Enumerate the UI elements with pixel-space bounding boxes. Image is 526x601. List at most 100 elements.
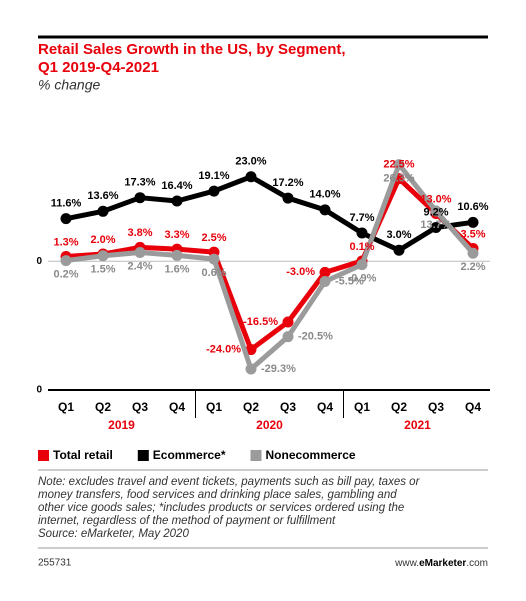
- chart-title: Retail Sales Growth in the US, by Segmen…: [38, 41, 346, 58]
- data-label: 22.5%: [383, 158, 414, 170]
- data-label: 11.6%: [51, 198, 82, 210]
- data-label: 17.2%: [272, 177, 303, 189]
- legend-swatch: [250, 450, 262, 461]
- x-tick-label: Q1: [354, 400, 370, 414]
- point: [319, 266, 331, 278]
- data-label: 23.0%: [235, 156, 266, 168]
- x-tick-label: Q2: [95, 400, 111, 414]
- x-tick-label: Q3: [132, 400, 148, 414]
- chart-subtitle: % change: [38, 77, 100, 93]
- data-label: 3.5%: [460, 228, 485, 240]
- data-label: 19.1%: [198, 170, 229, 182]
- legend-swatch: [38, 450, 49, 461]
- x-tick-label: Q3: [428, 400, 444, 414]
- data-label: -29.3%: [261, 363, 296, 375]
- point: [245, 344, 257, 356]
- data-label: 17.3%: [124, 177, 155, 189]
- point: [171, 195, 183, 207]
- data-label: 13.0%: [420, 193, 451, 205]
- data-label: -24.0%: [206, 343, 241, 355]
- series-line: [65, 176, 475, 353]
- point: [97, 250, 109, 262]
- data-label: 1.5%: [90, 264, 115, 276]
- point: [282, 331, 294, 343]
- x-group-label: 2021: [404, 418, 431, 432]
- point: [60, 213, 72, 225]
- data-label: -16.5%: [243, 316, 278, 328]
- data-label: 2.0%: [90, 234, 115, 246]
- legend-label: Ecommerce*: [153, 448, 226, 462]
- point: [60, 255, 72, 267]
- x-tick-label: Q2: [391, 400, 407, 414]
- series-line: [65, 174, 474, 253]
- chart-title: Q1 2019-Q4-2021: [38, 59, 159, 76]
- data-label: 2.2%: [460, 261, 485, 273]
- site-suffix: .com: [466, 558, 488, 569]
- data-label: 0.6%: [201, 267, 226, 279]
- point: [430, 221, 442, 233]
- site-brand: eMarketer: [419, 558, 466, 569]
- data-label: -0.9%: [348, 273, 377, 285]
- point: [467, 216, 479, 228]
- data-label: 0.1%: [349, 241, 374, 253]
- data-label: 16.4%: [161, 180, 192, 192]
- data-label: 3.3%: [164, 229, 189, 241]
- data-label: -3.0%: [286, 266, 315, 278]
- chart-id: 255731: [38, 558, 72, 569]
- x-tick-label: Q4: [169, 400, 185, 414]
- data-label: 2.5%: [201, 232, 226, 244]
- point: [208, 253, 220, 265]
- legend-swatch: [137, 450, 149, 461]
- x-group-label: 2020: [256, 418, 283, 432]
- x-tick-label: Q3: [280, 400, 296, 414]
- y-tick-label: 0: [36, 385, 42, 396]
- data-label: 1.3%: [53, 236, 78, 248]
- y-tick-label: 0: [36, 256, 42, 267]
- data-label: 3.0%: [386, 229, 411, 241]
- point: [356, 259, 368, 271]
- data-label: 0.2%: [53, 268, 78, 280]
- point: [393, 244, 405, 256]
- data-label: 10.6%: [457, 201, 488, 213]
- point: [208, 185, 220, 197]
- data-label: 26.3%: [383, 173, 414, 185]
- data-label: 13.6%: [87, 190, 118, 202]
- data-label: 3.8%: [127, 227, 152, 239]
- note: Source: eMarketer, May 2020: [38, 528, 189, 540]
- data-label: 2.4%: [127, 260, 152, 272]
- point: [134, 246, 146, 258]
- legend-label: Nonecommerce: [266, 448, 356, 462]
- data-label: 9.2%: [423, 206, 448, 218]
- data-label: -20.5%: [298, 331, 333, 343]
- data-label: 7.7%: [349, 212, 374, 224]
- point: [319, 204, 331, 216]
- note: other vice goods sales; *includes produc…: [38, 502, 404, 514]
- point: [467, 247, 479, 259]
- x-tick-label: Q4: [465, 400, 481, 414]
- note: money transfers, food services and drink…: [38, 489, 397, 501]
- point: [282, 192, 294, 204]
- site: www.eMarketer.com: [394, 558, 488, 569]
- point: [97, 205, 109, 217]
- point: [319, 276, 331, 288]
- note: Note: excludes travel and event tickets,…: [38, 476, 421, 488]
- point: [430, 205, 442, 217]
- x-tick-label: Q4: [317, 400, 333, 414]
- point: [245, 171, 257, 183]
- series-line: [65, 162, 475, 372]
- point: [356, 227, 368, 239]
- data-label: 13.7%: [420, 219, 451, 231]
- note: internet, regardless of the method of pa…: [38, 515, 336, 527]
- data-label: -5.5%: [335, 275, 364, 287]
- point: [134, 192, 146, 204]
- x-tick-label: Q2: [243, 400, 259, 414]
- x-tick-label: Q1: [206, 400, 222, 414]
- point: [393, 159, 405, 171]
- point: [282, 316, 294, 328]
- legend-label: Total retail: [53, 448, 113, 462]
- point: [245, 363, 257, 375]
- data-label: 14.0%: [309, 189, 340, 201]
- x-tick-label: Q1: [58, 400, 74, 414]
